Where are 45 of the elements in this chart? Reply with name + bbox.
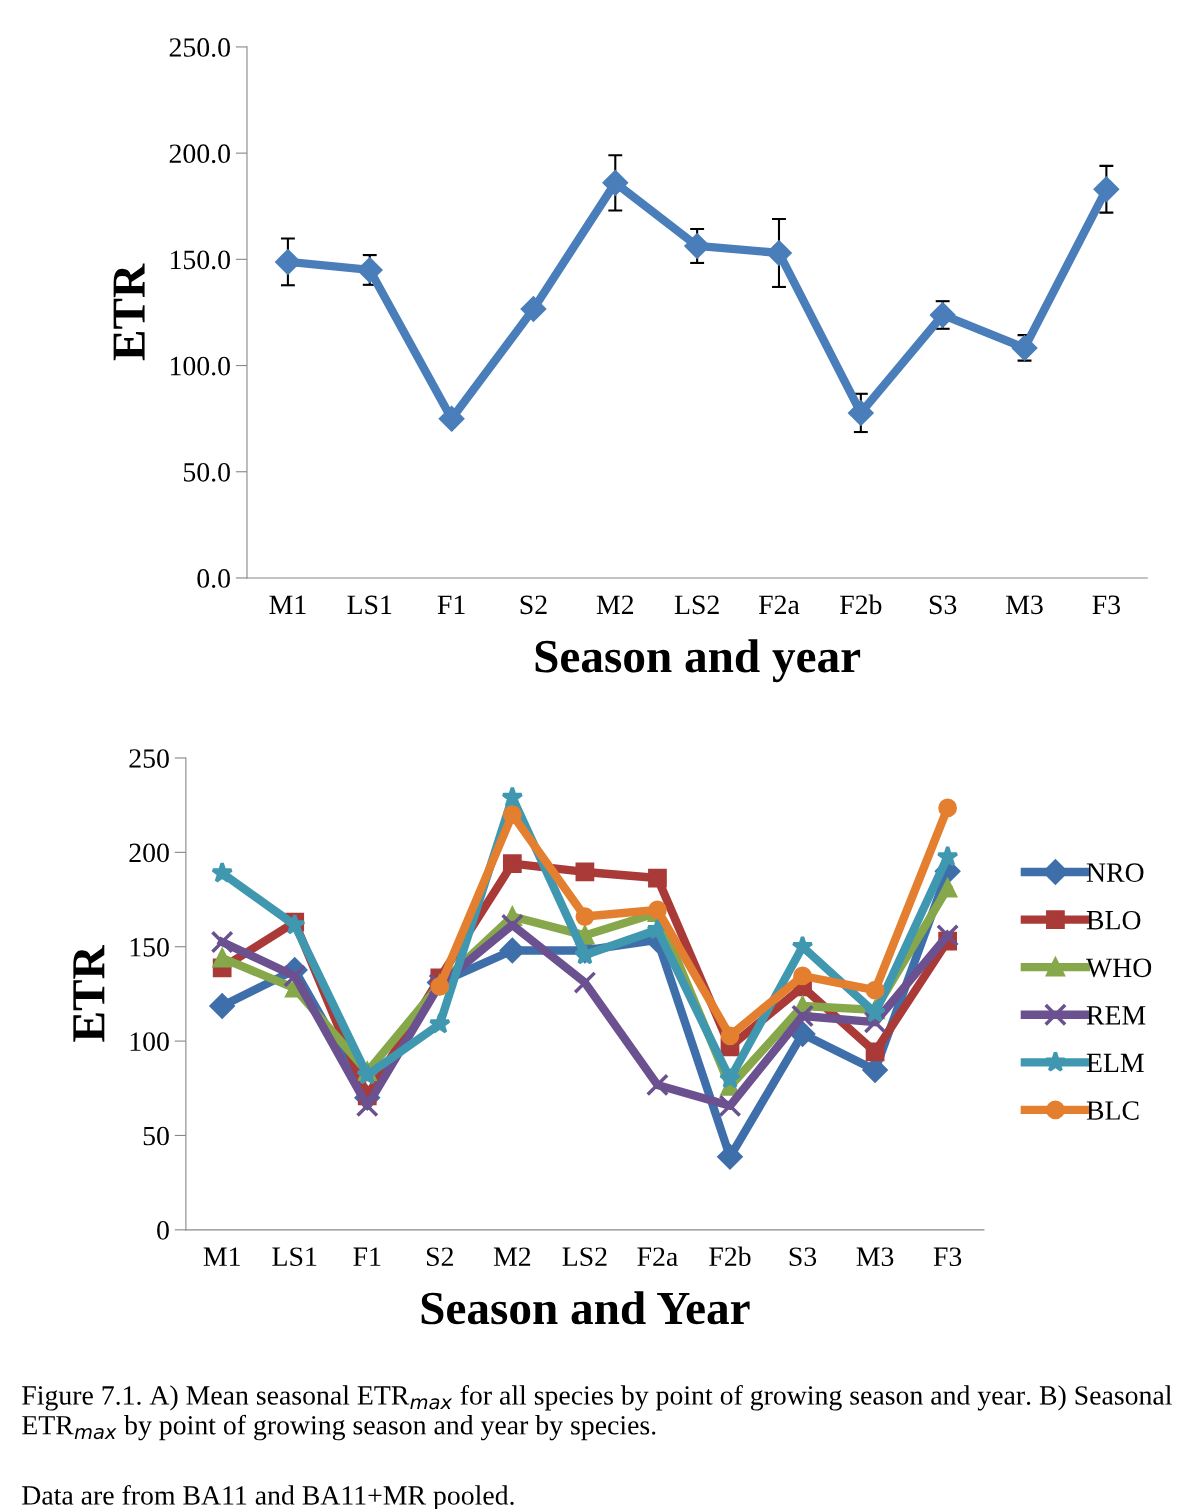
y-tick-label: 200 — [129, 843, 169, 863]
x-tick-label: F2b — [709, 1246, 751, 1267]
x-tick-label: F3 — [933, 1247, 962, 1267]
legend-label: BLC — [1086, 1101, 1139, 1120]
legend-label: NRO — [1086, 863, 1144, 882]
x-tick-label: M1 — [203, 1247, 240, 1266]
x-tick-label: F2b — [840, 594, 882, 615]
x-tick-label: LS2 — [562, 1247, 607, 1267]
y-tick-label: 0.0 — [197, 569, 230, 588]
x-tick-label: M2 — [493, 1247, 531, 1266]
x-tick-label: M2 — [596, 595, 634, 614]
x-tick-label: F1 — [353, 1247, 381, 1266]
legend-label: WHO — [1086, 958, 1152, 978]
x-tick-label: F3 — [1092, 595, 1120, 615]
y-tick-label: 50 — [143, 1126, 169, 1146]
y-tick-label: 250.0 — [169, 38, 230, 57]
x-tick-label: S3 — [789, 1247, 817, 1267]
y-axis-title: ETR — [113, 263, 145, 361]
y-tick-label: 150 — [130, 937, 169, 957]
x-tick-label: LS2 — [674, 595, 719, 615]
x-tick-label: LS1 — [272, 1247, 317, 1267]
x-tick-label: LS1 — [347, 595, 392, 615]
x-tick-label: M3 — [856, 1247, 894, 1267]
y-tick-label: 150.0 — [170, 250, 230, 270]
x-axis-title: Season and Year — [421, 1291, 750, 1325]
x-tick-label: F2a — [758, 595, 800, 615]
y-tick-label: 0 — [157, 1221, 169, 1240]
x-tick-label: S2 — [426, 1247, 453, 1267]
legend-label: REM — [1086, 1006, 1146, 1025]
x-axis-title: Season and year — [535, 639, 861, 683]
x-tick-label: F2a — [637, 1247, 678, 1267]
y-axis-title: ETR — [73, 944, 105, 1042]
x-tick-label: F1 — [437, 595, 465, 614]
y-tick-label: 250 — [129, 749, 169, 768]
legend-label: ELM — [1086, 1053, 1144, 1073]
y-tick-label: 200.0 — [169, 144, 230, 164]
y-tick-label: 100 — [130, 1032, 169, 1051]
x-tick-label: M3 — [1006, 595, 1043, 615]
y-tick-label: 100.0 — [170, 356, 230, 376]
text: Figure 7.1. A) Mean seasonal ETR$_{max}$ for all species by point of growing season and year. B) Seasonal ETR$_{max}$ by point of growing season and year by species. — [22, 1385, 1172, 1441]
x-tick-label: M1 — [269, 595, 306, 614]
y-tick-label: 50.0 — [184, 462, 230, 482]
legend-label: BLO — [1086, 910, 1141, 930]
x-tick-label: S3 — [929, 595, 957, 615]
x-tick-label: S2 — [520, 595, 547, 615]
